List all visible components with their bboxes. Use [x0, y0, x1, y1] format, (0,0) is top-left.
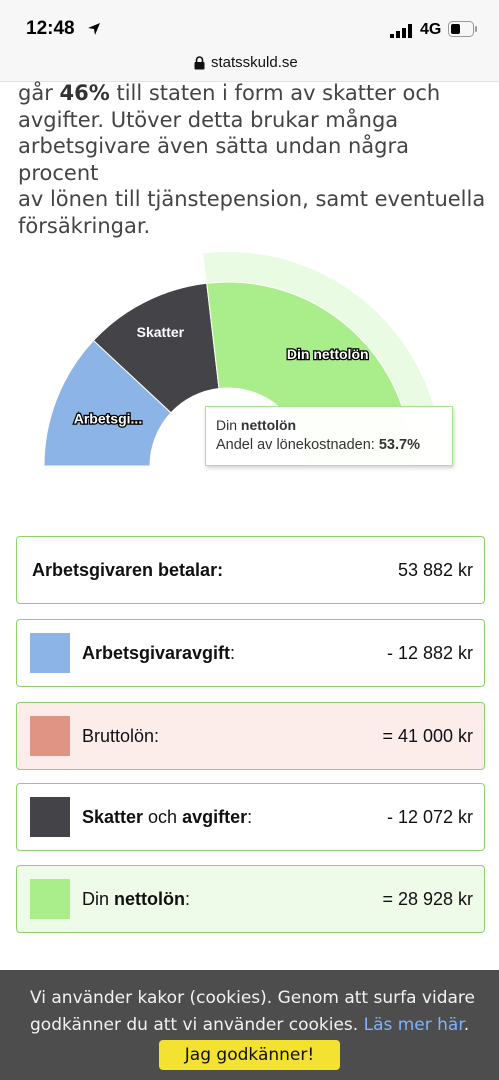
gross-salary-swatch: [30, 716, 70, 756]
chart-tooltip: Din nettolön Andel av lönekostnaden: 53.…: [205, 406, 453, 466]
employer-fee-label: Arbetsgivaravgift:: [82, 643, 236, 663]
employer-fee-amount: - 12 882 kr: [386, 643, 473, 663]
intro-paragraph: går 46% till staten i form av skatter oc…: [18, 80, 486, 239]
url-domain: statsskuld.se: [211, 54, 298, 71]
net-salary-label: Din nettolön:: [82, 889, 191, 909]
intro-line-4: av lönen till tjänstepension, samt event…: [18, 187, 486, 211]
slice-label-0: Arbetsgi...: [74, 411, 142, 427]
net-salary-swatch: [30, 879, 70, 919]
intro-line-1: går 46% till staten i form av skatter oc…: [18, 81, 441, 105]
net-salary-amount: = 28 928 kr: [382, 889, 473, 909]
tooltip-value: Andel av lönekostnaden: 53.7%: [216, 437, 420, 453]
employer-pays-label: Arbetsgivaren betalar:: [32, 560, 224, 580]
intro-line-2: avgifter. Utöver detta brukar många: [18, 107, 399, 132]
url-bar[interactable]: statsskuld.se: [0, 44, 499, 82]
slice-arbetsgivaravgift[interactable]: [43, 339, 172, 467]
gross-salary-amount: = 41 000 kr: [382, 726, 473, 746]
intro-line-3: arbetsgivare även sätta undan några proc…: [18, 134, 409, 185]
cookie-text: Vi använder kakor (cookies). Genom att s…: [30, 988, 475, 1035]
taxes-amount: - 12 072 kr: [386, 807, 473, 827]
read-more-link[interactable]: Läs mer här: [363, 1015, 464, 1035]
card-taxes: Skatter och avgifter: - 12 072 kr: [16, 783, 485, 851]
employer-pays-amount: 53 882 kr: [397, 560, 473, 580]
slice-label-1: Skatter: [137, 324, 185, 340]
tax-percent: 46%: [59, 81, 110, 105]
accept-cookies-button[interactable]: Jag godkänner!: [159, 1040, 340, 1070]
clock: 12:48: [26, 18, 75, 39]
status-bar: 12:48 4G: [0, 0, 499, 44]
tooltip-title: Din nettolön: [216, 417, 297, 433]
taxes-label: Skatter och avgifter:: [82, 807, 253, 827]
card-employer-pays: Arbetsgivaren betalar: 53 882 kr: [16, 536, 485, 604]
lock-icon: [194, 56, 205, 70]
slice-label-2: Din nettolön: [287, 346, 369, 362]
location-arrow-icon: [88, 23, 100, 35]
employer-fee-swatch: [30, 633, 70, 673]
card-gross-salary: Bruttolön: = 41 000 kr: [16, 702, 485, 770]
card-net-salary: Din nettolön: = 28 928 kr: [16, 865, 485, 933]
gross-salary-label: Bruttolön:: [82, 726, 160, 746]
signal-icon: [390, 24, 412, 38]
cookie-banner: Vi använder kakor (cookies). Genom att s…: [0, 970, 499, 1080]
battery-icon: [448, 21, 477, 37]
taxes-swatch: [30, 797, 70, 837]
network-type: 4G: [420, 21, 442, 38]
intro-line-5: försäkringar.: [18, 213, 151, 238]
card-employer-fee: Arbetsgivaravgift: - 12 882 kr: [16, 619, 485, 687]
